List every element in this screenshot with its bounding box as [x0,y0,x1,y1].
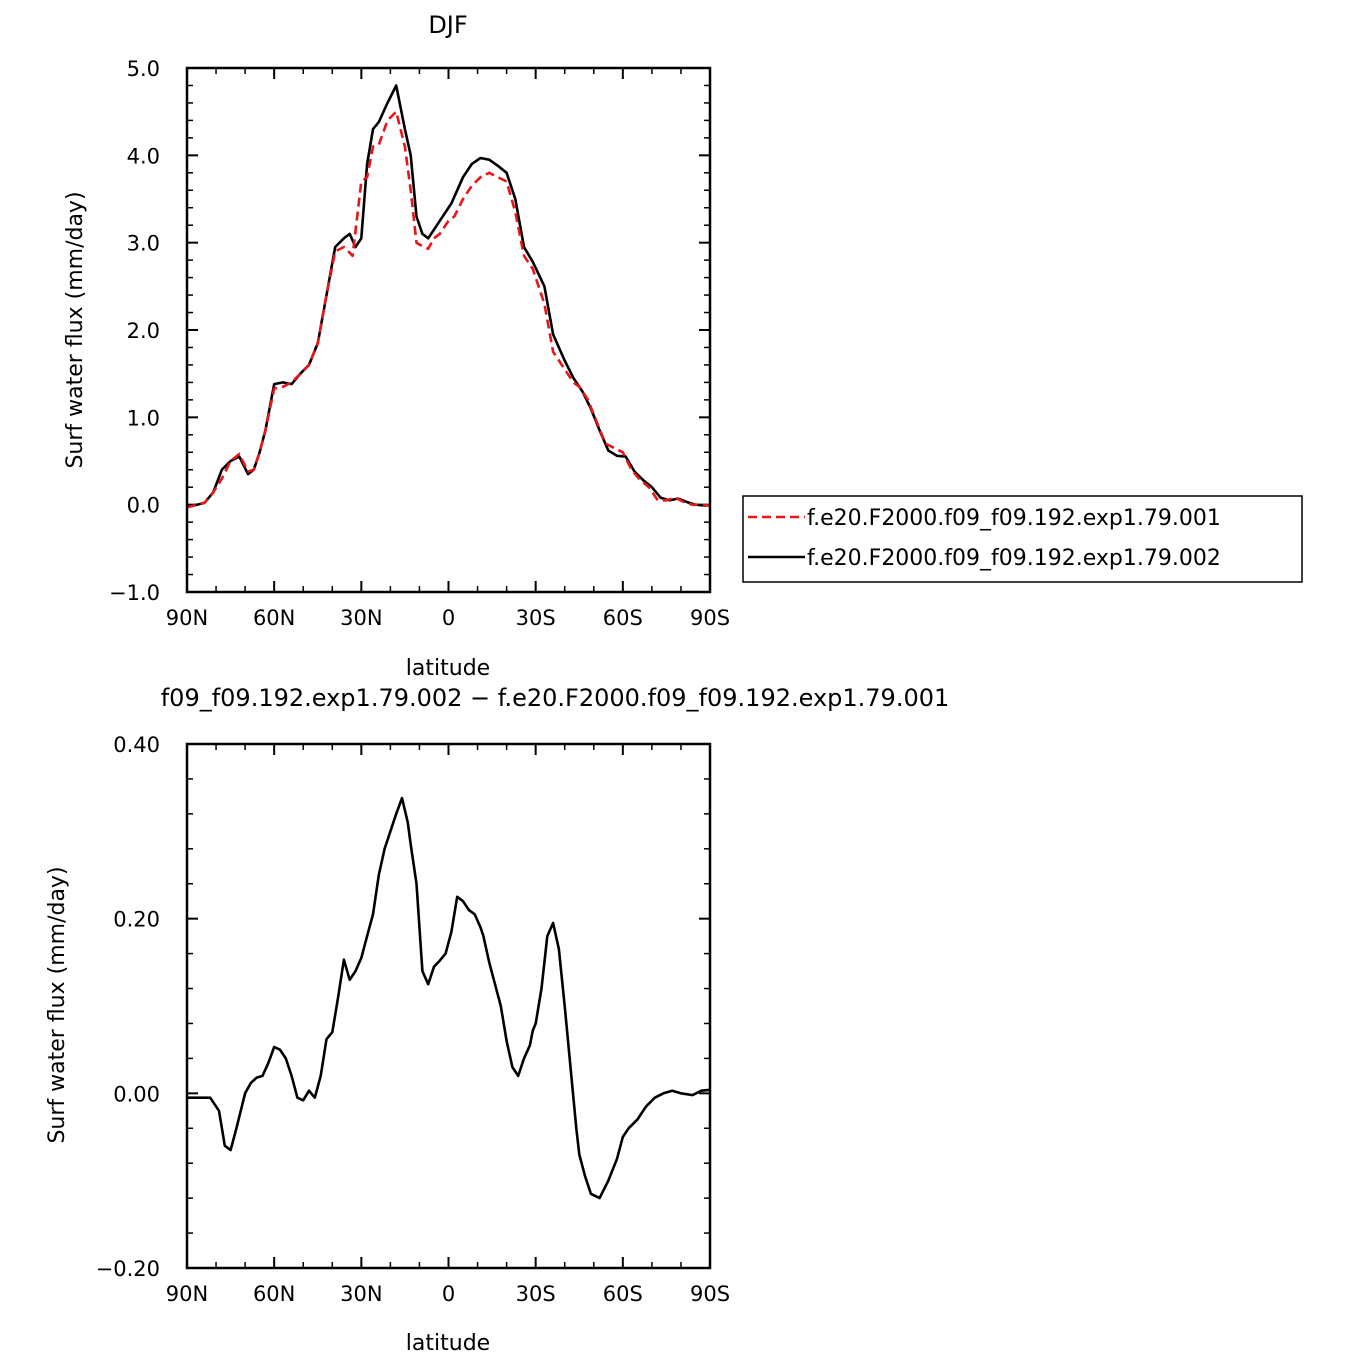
bottom-x-axis-label: latitude [406,1331,490,1356]
bottom-x-tick-label: 90S [690,1282,730,1306]
bottom-x-tick-label: 90N [166,1282,208,1306]
top-y-tick-label: 1.0 [127,406,160,430]
bottom-y-axis-label: Surf water flux (mm/day) [45,866,70,1143]
top-x-tick-label: 30N [340,606,382,630]
top-y-tick-label: 4.0 [127,144,160,168]
top-series-line-0 [186,110,711,509]
bottom-x-tick-label: 0 [442,1282,455,1306]
bottom-y-tick-label: 0.40 [113,733,160,757]
bottom-y-tick-label: 0.20 [113,908,160,932]
bottom-axis-ticks: 90N 60N 30N 0 30S 60S 90S 0.40 0.20 0.00 −0.20 [96,733,730,1306]
top-y-tick-label: 3.0 [127,232,160,256]
bottom-x-tick-label: 30S [516,1282,556,1306]
top-x-tick-label: 0 [442,606,455,630]
top-x-tick-label: 60N [253,606,295,630]
bottom-x-tick-label: 30N [340,1282,382,1306]
legend: f.e20.F2000.f09_f09.192.exp1.79.001 f.e2… [742,495,1303,583]
bottom-x-tick-label: 60S [603,1282,643,1306]
bottom-y-tick-label: 0.00 [113,1082,160,1106]
top-y-axis-label: Surf water flux (mm/day) [63,191,88,468]
top-y-tick-label: −1.0 [109,581,160,605]
bottom-plot-frame [185,742,712,1270]
top-x-tick-label: 90N [166,606,208,630]
top-x-axis-label: latitude [406,656,490,681]
top-series-line-1 [186,84,710,509]
top-plot-frame [185,66,712,594]
bottom-y-tick-label: −0.20 [96,1257,160,1281]
top-x-tick-label: 30S [516,606,556,630]
bottom-series-line-0 [187,796,711,1200]
top-x-tick-label: 90S [690,606,730,630]
legend-label-001: f.e20.F2000.f09_f09.192.exp1.79.001 [807,506,1221,531]
legend-box [742,495,1303,583]
top-chart: DJF Surf water flux (mm/day) latitude 90… [63,11,730,681]
bottom-chart: f09_f09.192.exp1.79.002 − f.e20.F2000.f0… [45,684,949,1356]
top-axis-ticks: 90N 60N 30N 0 30S 60S 90S 5.0 4.0 3.0 2.0 1.0 0.0 −1.… [109,57,730,630]
legend-label-002: f.e20.F2000.f09_f09.192.exp1.79.002 [807,546,1221,571]
bottom-series-lines [187,796,711,1200]
top-y-tick-label: 0.0 [127,494,160,518]
top-y-tick-label: 2.0 [127,319,160,343]
bottom-x-tick-label: 60N [253,1282,295,1306]
top-chart-title: DJF [428,11,467,39]
top-series-lines [186,84,711,509]
bottom-chart-title: f09_f09.192.exp1.79.002 − f.e20.F2000.f0… [161,684,950,712]
top-y-tick-label: 5.0 [127,57,160,81]
top-x-tick-label: 60S [603,606,643,630]
